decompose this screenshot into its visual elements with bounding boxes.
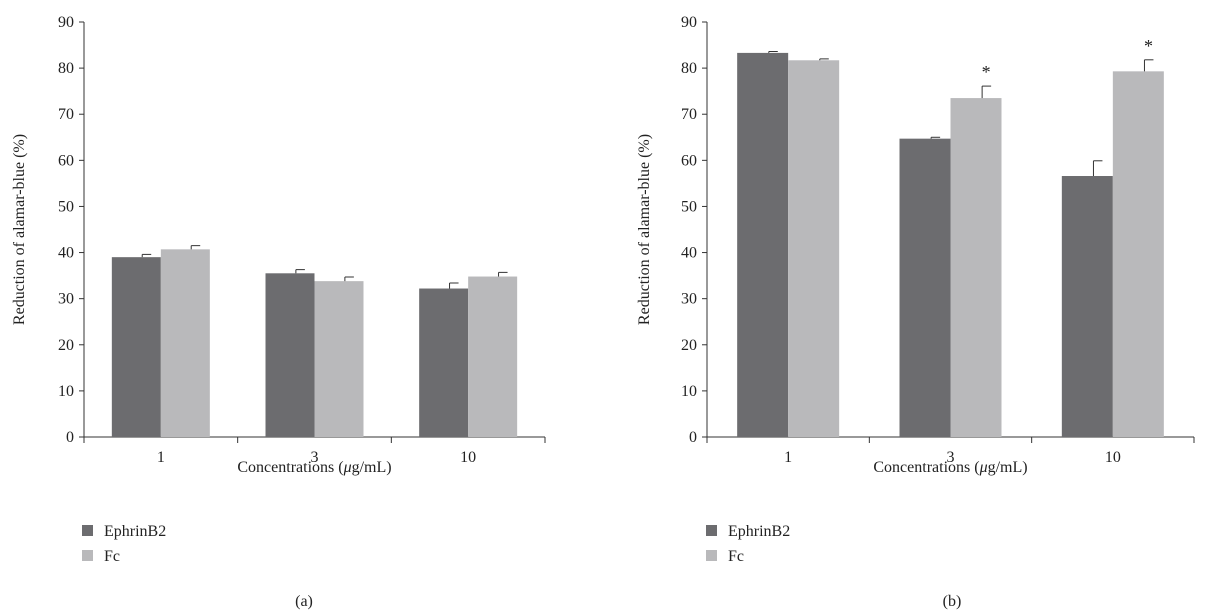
chart2-legend-swatch-ephrinb2 bbox=[706, 525, 717, 536]
chart1-legend-swatch-fc bbox=[82, 550, 93, 561]
chart2-significance-marker: * bbox=[1144, 36, 1153, 56]
chart1-y-tick-label: 90 bbox=[58, 14, 74, 31]
chart2-bar-ephrinb2-3 bbox=[899, 138, 951, 437]
chart2-significance-marker: * bbox=[982, 62, 991, 82]
chart1-y-tick-label: 30 bbox=[58, 291, 74, 308]
chart2-bar-fc-3 bbox=[950, 98, 1002, 437]
chart2-panel-label: (b) bbox=[943, 593, 962, 610]
chart1-legend-label-ephrinb2: EphrinB2 bbox=[104, 523, 166, 540]
chart1-x-tick-label: 3 bbox=[311, 449, 319, 466]
chart2-y-tick-label: 70 bbox=[681, 106, 697, 123]
chart1-x-axis-title-part: μ bbox=[343, 459, 352, 476]
chart1-bar-ephrinb2-3 bbox=[265, 273, 315, 437]
chart1-x-axis-title: Concentrations (μg/mL) bbox=[237, 459, 391, 476]
chart1-bar-fc-10 bbox=[468, 276, 518, 437]
chart2-y-tick-label: 0 bbox=[689, 429, 697, 446]
chart1-legend-label-fc: Fc bbox=[104, 548, 120, 565]
chart2-x-tick-label: 3 bbox=[947, 449, 955, 466]
chart2-y-tick-label: 50 bbox=[681, 198, 697, 215]
chart2-x-axis-title-part: μ bbox=[979, 459, 988, 476]
chart2-bar-ephrinb2-10 bbox=[1061, 176, 1113, 437]
chart1-x-tick-label: 10 bbox=[460, 449, 476, 466]
chart2-y-axis-title: Reduction of alamar-blue (%) bbox=[636, 134, 653, 325]
chart2-bar-ephrinb2-1 bbox=[737, 52, 789, 438]
chart1-y-tick-label: 80 bbox=[58, 60, 74, 77]
chart1: 0 10 20 30 40 50 60 70 80 90 1 3 10 Reduction of alam… bbox=[11, 14, 546, 610]
chart1-y-tick-label: 60 bbox=[58, 152, 74, 169]
chart2-y-tick-label: 90 bbox=[681, 14, 697, 31]
chart2-x-tick-label: 10 bbox=[1105, 449, 1121, 466]
chart1-legend-swatch-ephrinb2 bbox=[82, 525, 93, 536]
chart2-legend-label-fc: Fc bbox=[728, 548, 744, 565]
chart1-bar-fc-1 bbox=[160, 249, 210, 437]
chart1-bar-fc-3 bbox=[314, 281, 364, 437]
chart1-y-tick-label: 20 bbox=[58, 337, 74, 354]
chart1-y-tick-label: 0 bbox=[66, 429, 74, 446]
chart1-y-tick-label: 70 bbox=[58, 106, 74, 123]
chart2-x-axis-title: Concentrations (μg/mL) bbox=[873, 459, 1027, 476]
chart1-y-tick-label: 50 bbox=[58, 198, 74, 215]
chart2-y-tick-label: 10 bbox=[681, 383, 697, 400]
chart2-y-tick-label: 20 bbox=[681, 337, 697, 354]
chart1-bar-ephrinb2-1 bbox=[111, 257, 161, 437]
chart2-x-axis-title-part: g/mL) bbox=[988, 459, 1028, 476]
chart2-bar-fc-10 bbox=[1112, 71, 1164, 437]
chart2-y-tick-label: 60 bbox=[681, 152, 697, 169]
chart1-y-tick-label: 10 bbox=[58, 383, 74, 400]
chart2-y-tick-label: 40 bbox=[681, 245, 697, 262]
chart1-panel-label: (a) bbox=[295, 593, 313, 610]
chart1-x-axis-title-part: Concentrations ( bbox=[237, 459, 343, 476]
chart1-bar-ephrinb2-10 bbox=[419, 288, 469, 437]
chart1-y-axis-title: Reduction of alamar-blue (%) bbox=[11, 134, 28, 325]
chart1-y-tick-label: 40 bbox=[58, 245, 74, 262]
chart2-y-tick-label: 30 bbox=[681, 291, 697, 308]
chart1-x-axis-title-part: g/mL) bbox=[352, 459, 392, 476]
chart2-legend-swatch-fc bbox=[706, 550, 717, 561]
chart2-legend-label-ephrinb2: EphrinB2 bbox=[728, 523, 790, 540]
chart2: 0 10 20 30 40 50 60 70 80 90 1 * 3 * 10 Reduction of al… bbox=[636, 14, 1195, 610]
chart2-y-tick-label: 80 bbox=[681, 60, 697, 77]
chart2-x-tick-label: 1 bbox=[784, 449, 792, 466]
chart1-x-tick-label: 1 bbox=[157, 449, 165, 466]
chart2-bar-fc-1 bbox=[788, 60, 840, 438]
chart2-x-axis-title-part: Concentrations ( bbox=[873, 459, 979, 476]
